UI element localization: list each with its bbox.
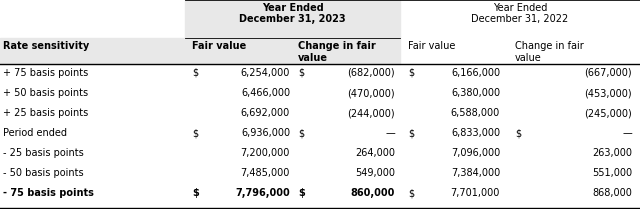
Text: 6,833,000: 6,833,000: [451, 128, 500, 138]
Text: $: $: [298, 128, 304, 138]
Text: December 31, 2023: December 31, 2023: [239, 14, 346, 24]
Text: 6,380,000: 6,380,000: [451, 88, 500, 98]
Text: $: $: [408, 188, 414, 198]
Text: Fair value: Fair value: [192, 41, 246, 51]
Text: December 31, 2022: December 31, 2022: [472, 14, 568, 24]
Text: $: $: [192, 68, 198, 78]
Bar: [185, 0, 400, 64]
Text: $: $: [192, 128, 198, 138]
Text: Fair value: Fair value: [408, 41, 456, 51]
Text: (682,000): (682,000): [348, 68, 395, 78]
Text: $: $: [408, 68, 414, 78]
Text: 7,485,000: 7,485,000: [241, 168, 290, 178]
Text: 263,000: 263,000: [592, 148, 632, 158]
Text: 6,166,000: 6,166,000: [451, 68, 500, 78]
Text: 549,000: 549,000: [355, 168, 395, 178]
Text: + 75 basis points: + 75 basis points: [3, 68, 88, 78]
Text: (667,000): (667,000): [584, 68, 632, 78]
Text: —: —: [622, 128, 632, 138]
Text: 264,000: 264,000: [355, 148, 395, 158]
Text: 6,466,000: 6,466,000: [241, 88, 290, 98]
Text: 551,000: 551,000: [592, 168, 632, 178]
Text: - 50 basis points: - 50 basis points: [3, 168, 84, 178]
Text: Change in fair
value: Change in fair value: [298, 41, 376, 63]
Text: Period ended: Period ended: [3, 128, 67, 138]
Text: 7,096,000: 7,096,000: [451, 148, 500, 158]
Text: - 25 basis points: - 25 basis points: [3, 148, 84, 158]
Text: Year Ended: Year Ended: [262, 3, 323, 13]
Text: $: $: [515, 128, 521, 138]
Text: 7,384,000: 7,384,000: [451, 168, 500, 178]
Bar: [0, 38, 185, 64]
Text: Year Ended: Year Ended: [493, 3, 547, 13]
Text: 6,588,000: 6,588,000: [451, 108, 500, 118]
Text: + 25 basis points: + 25 basis points: [3, 108, 88, 118]
Text: $: $: [298, 68, 304, 78]
Text: $: $: [192, 188, 199, 198]
Text: 868,000: 868,000: [592, 188, 632, 198]
Text: + 50 basis points: + 50 basis points: [3, 88, 88, 98]
Text: 7,701,000: 7,701,000: [451, 188, 500, 198]
Text: Change in fair
value: Change in fair value: [515, 41, 584, 63]
Text: (470,000): (470,000): [348, 88, 395, 98]
Text: —: —: [385, 128, 395, 138]
Text: 7,796,000: 7,796,000: [236, 188, 290, 198]
Text: 860,000: 860,000: [351, 188, 395, 198]
Text: $: $: [298, 188, 305, 198]
Text: 6,936,000: 6,936,000: [241, 128, 290, 138]
Text: - 75 basis points: - 75 basis points: [3, 188, 94, 198]
Text: 6,692,000: 6,692,000: [241, 108, 290, 118]
Text: Rate sensitivity: Rate sensitivity: [3, 41, 89, 51]
Text: (453,000): (453,000): [584, 88, 632, 98]
Text: $: $: [408, 128, 414, 138]
Text: (245,000): (245,000): [584, 108, 632, 118]
Text: 7,200,000: 7,200,000: [241, 148, 290, 158]
Text: 6,254,000: 6,254,000: [241, 68, 290, 78]
Text: (244,000): (244,000): [348, 108, 395, 118]
